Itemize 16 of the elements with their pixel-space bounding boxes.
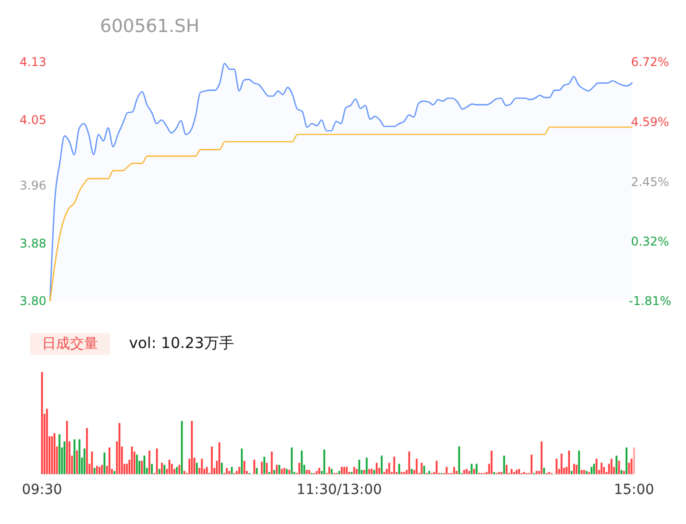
- y-tick-label: 3.96: [20, 178, 46, 192]
- y2-tick-label: -1.81%: [628, 294, 672, 308]
- y-tick-label: 3.80: [20, 294, 46, 308]
- x-tick-label: 09:30: [22, 482, 62, 498]
- y2-tick-label: 2.45%: [630, 174, 670, 189]
- y-tick-label: 4.05: [20, 113, 46, 128]
- text: 日成交量: [42, 336, 98, 352]
- chart-title: 600561.SH: [100, 16, 200, 37]
- y2-tick-label: 6.72%: [630, 55, 670, 70]
- x-tick-label: 15:00: [614, 482, 654, 498]
- y-tick-label: 4.13: [20, 55, 46, 70]
- y-tick-label: 3.88: [20, 236, 46, 250]
- text: vol: 10.23万手: [129, 334, 234, 352]
- x-tick-label: 11:30/13:00: [296, 482, 382, 498]
- y2-tick-label: 0.32%: [630, 234, 670, 249]
- y2-tick-label: 4.59%: [630, 114, 670, 129]
